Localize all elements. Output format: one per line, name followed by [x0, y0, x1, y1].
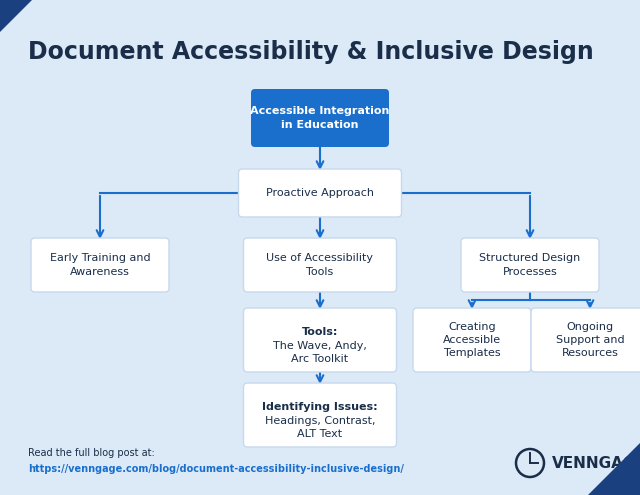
FancyBboxPatch shape — [251, 89, 389, 147]
Text: Tools:: Tools: — [302, 327, 338, 337]
Text: https://venngage.com/blog/document-accessibility-inclusive-design/: https://venngage.com/blog/document-acces… — [28, 464, 404, 474]
Polygon shape — [0, 0, 32, 32]
Text: Identifying Issues:: Identifying Issues: — [262, 401, 378, 412]
Text: The Wave, Andy,
Arc Toolkit: The Wave, Andy, Arc Toolkit — [273, 341, 367, 364]
FancyBboxPatch shape — [243, 308, 397, 372]
Text: Read the full blog post at:: Read the full blog post at: — [28, 448, 155, 458]
Text: Structured Design
Processes: Structured Design Processes — [479, 253, 580, 277]
Polygon shape — [588, 443, 640, 495]
Text: Ongoing
Support and
Resources: Ongoing Support and Resources — [556, 322, 624, 358]
Text: Accessible Integration
in Education: Accessible Integration in Education — [250, 106, 390, 130]
FancyBboxPatch shape — [31, 238, 169, 292]
Text: Proactive Approach: Proactive Approach — [266, 188, 374, 198]
FancyBboxPatch shape — [531, 308, 640, 372]
Text: Creating
Accessible
Templates: Creating Accessible Templates — [443, 322, 501, 358]
FancyBboxPatch shape — [239, 169, 401, 217]
Text: Use of Accessibility
Tools: Use of Accessibility Tools — [266, 253, 374, 277]
Text: Headings, Contrast,
ALT Text: Headings, Contrast, ALT Text — [265, 416, 375, 439]
FancyBboxPatch shape — [413, 308, 531, 372]
Text: Document Accessibility & Inclusive Design: Document Accessibility & Inclusive Desig… — [28, 40, 594, 64]
Text: Early Training and
Awareness: Early Training and Awareness — [50, 253, 150, 277]
FancyBboxPatch shape — [461, 238, 599, 292]
Text: VENNGAGE: VENNGAGE — [552, 455, 640, 471]
FancyBboxPatch shape — [243, 383, 397, 447]
FancyBboxPatch shape — [243, 238, 397, 292]
